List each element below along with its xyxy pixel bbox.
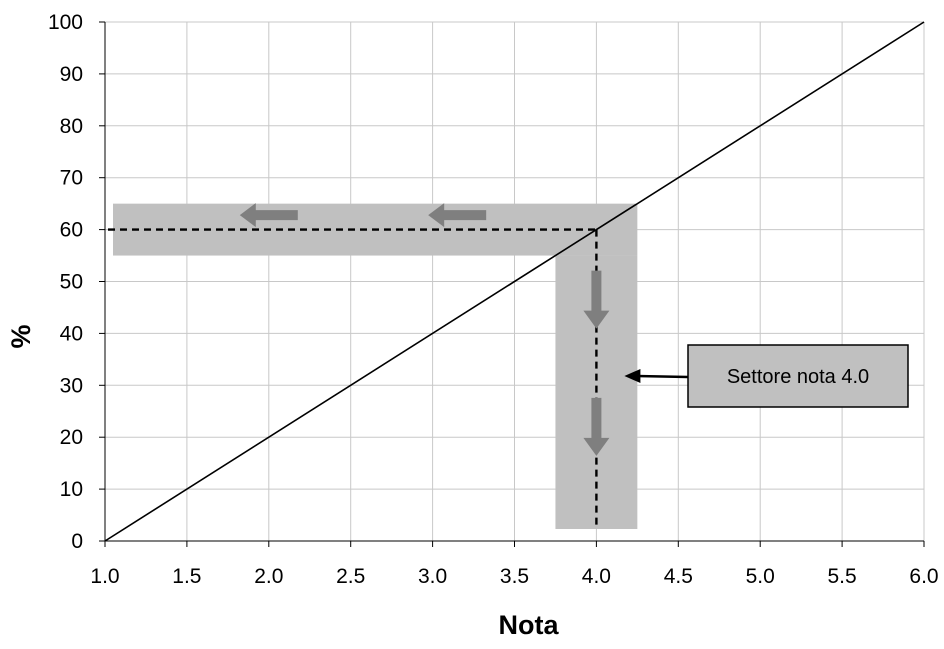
down-arrow bbox=[583, 397, 610, 456]
left-arrow bbox=[428, 203, 487, 228]
x-tick-label: 4.5 bbox=[664, 565, 693, 588]
flow-arrows bbox=[239, 203, 610, 456]
y-tick-label: 60 bbox=[60, 219, 83, 242]
y-tick-label: 50 bbox=[60, 271, 83, 294]
callout: Settore nota 4.0 bbox=[624, 344, 909, 408]
x-tick-label: 6.0 bbox=[909, 565, 938, 588]
callout-label: Settore nota 4.0 bbox=[727, 366, 869, 388]
y-tick-label: 20 bbox=[60, 426, 83, 449]
series-layer bbox=[104, 21, 925, 542]
y-tick-label: 10 bbox=[60, 478, 83, 501]
left-arrow bbox=[239, 203, 298, 228]
y-tick-label: 80 bbox=[60, 115, 83, 138]
y-tick-label: 30 bbox=[60, 374, 83, 397]
sector-bands bbox=[113, 203, 638, 530]
x-tick-label: 2.0 bbox=[254, 565, 283, 588]
y-tick-labels: 0 10 20 30 40 50 60 70 80 90 100 bbox=[48, 11, 83, 553]
down-arrow bbox=[583, 270, 610, 329]
callout-arrowhead bbox=[624, 369, 641, 383]
guide-lines bbox=[108, 228, 598, 529]
y-axis-title: % bbox=[6, 324, 36, 348]
y-tick-label: 90 bbox=[60, 63, 83, 86]
x-tick-label: 3.5 bbox=[500, 565, 529, 588]
y-tick-label: 70 bbox=[60, 167, 83, 190]
y-tick-label: 0 bbox=[71, 530, 83, 553]
callout-pointer-line bbox=[636, 374, 689, 379]
x-tick-label: 5.0 bbox=[746, 565, 775, 588]
x-tick-label: 1.0 bbox=[90, 565, 119, 588]
y-tick-label: 40 bbox=[60, 322, 83, 345]
series-line bbox=[104, 21, 925, 542]
x-tick-label: 5.5 bbox=[827, 565, 856, 588]
callout-box bbox=[687, 344, 909, 408]
axes bbox=[99, 21, 925, 547]
x-axis-title: Nota bbox=[499, 610, 560, 640]
x-tick-label: 1.5 bbox=[172, 565, 201, 588]
x-tick-labels: 1.0 1.5 2.0 2.5 3.0 3.5 4.0 4.5 5.0 5.5 6.0 bbox=[90, 565, 938, 588]
y-tick-label: 100 bbox=[48, 11, 83, 34]
x-tick-label: 4.0 bbox=[582, 565, 611, 588]
x-tick-label: 3.0 bbox=[418, 565, 447, 588]
x-tick-label: 2.5 bbox=[336, 565, 365, 588]
